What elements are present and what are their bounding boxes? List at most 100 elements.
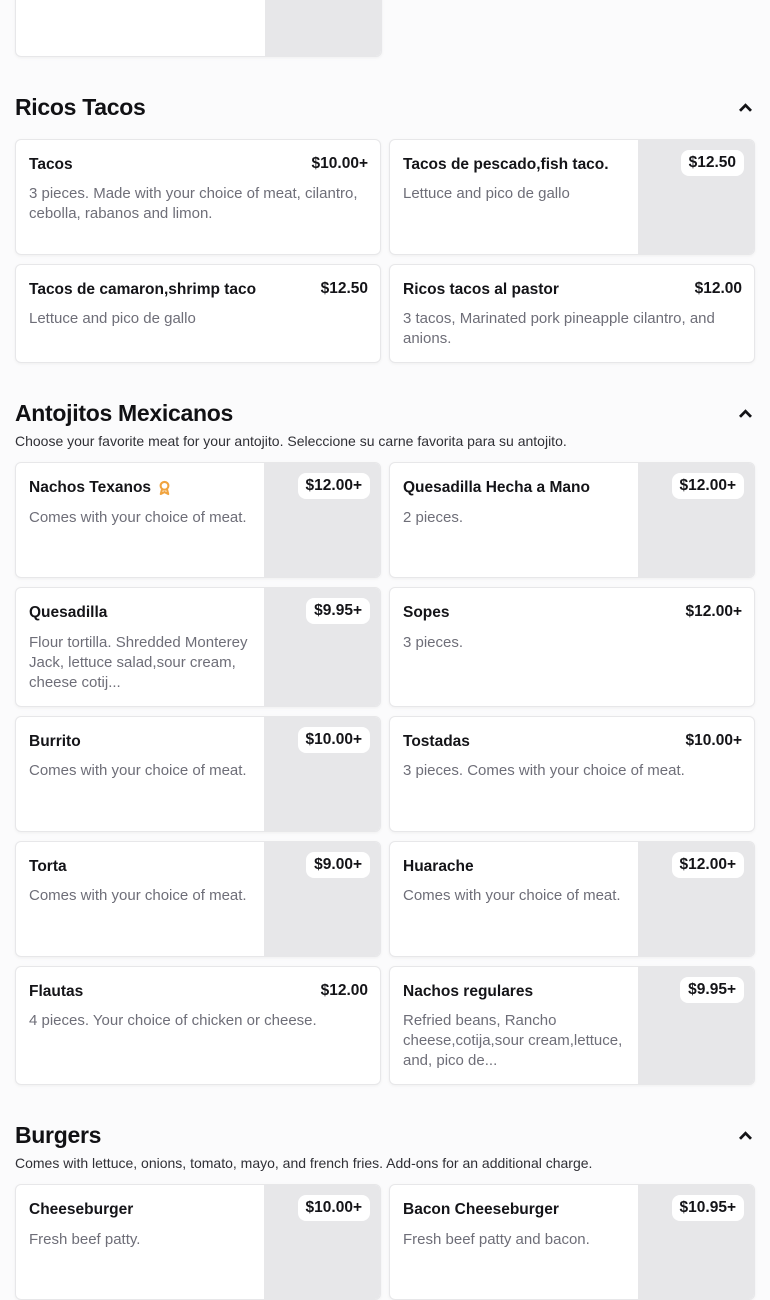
menu-item-card[interactable]: Nachos regulares Refried beans, Rancho c… bbox=[389, 965, 755, 1086]
item-name: Quesadilla Hecha a Mano bbox=[403, 479, 590, 497]
item-image-placeholder bbox=[265, 0, 381, 56]
item-price: $10.00+ bbox=[297, 1195, 370, 1222]
item-price: $12.00+ bbox=[297, 473, 370, 500]
popular-badge-icon bbox=[157, 480, 172, 496]
item-description: 4 pieces. Your choice of chicken or chee… bbox=[29, 1012, 317, 1030]
item-name: Tacos bbox=[29, 156, 73, 173]
menu-section: Burgers Comes with lettuce, onions, toma… bbox=[15, 1122, 755, 1300]
menu-item-card[interactable]: Quesadilla Hecha a Mano 2 pieces. $12.00… bbox=[389, 462, 755, 579]
item-name: Nachos regulares bbox=[403, 982, 534, 1000]
partial-menu-item-card[interactable] bbox=[15, 0, 382, 57]
item-description: Refried beans, Rancho cheese,cotija,sour… bbox=[403, 1012, 623, 1070]
menu-item-body: Tacos $10.00+ 3 pieces. Made with your c… bbox=[16, 140, 380, 237]
item-description: Lettuce and pico de gallo bbox=[403, 185, 570, 203]
menu-item-body: Tacos de camaron,shrimp taco $12.50 Lett… bbox=[16, 265, 380, 342]
item-description: Comes with your choice of meat. bbox=[403, 887, 621, 905]
menu-item-card[interactable]: Sopes $12.00+ 3 pieces. bbox=[389, 587, 755, 707]
chevron-up-icon bbox=[738, 407, 753, 422]
item-name: Tacos de camaron,shrimp taco bbox=[29, 281, 257, 298]
item-description: 3 pieces. bbox=[403, 633, 464, 651]
section-collapse-button[interactable] bbox=[736, 99, 755, 117]
item-name: Tostadas bbox=[403, 732, 470, 750]
menu-item-card[interactable]: Ricos tacos al pastor $12.00 3 tacos, Ma… bbox=[389, 264, 755, 364]
menu-item-body: Quesadilla Flour tortilla. Shredded Mont… bbox=[16, 588, 380, 705]
menu-item-card[interactable]: Burrito Comes with your choice of meat. … bbox=[15, 715, 381, 832]
section-title: Burgers bbox=[15, 1122, 102, 1149]
section-title: Antojitos Mexicanos bbox=[15, 400, 233, 427]
menu-item-body: Nachos regulares Refried beans, Rancho c… bbox=[390, 967, 754, 1084]
menu-item-body: Torta Comes with your choice of meat. bbox=[16, 842, 380, 919]
item-price: $10.00+ bbox=[297, 726, 370, 753]
item-description: Lettuce and pico de gallo bbox=[29, 310, 196, 328]
item-price: $12.00 bbox=[694, 280, 742, 297]
section-header: Ricos Tacos bbox=[15, 94, 755, 121]
menu-section: Ricos Tacos Tacos $10.00+ 3 pieces. Made… bbox=[15, 94, 755, 364]
item-description: Comes with your choice of meat. bbox=[29, 762, 247, 780]
menu-item-card[interactable]: Huarache Comes with your choice of meat.… bbox=[389, 840, 755, 957]
menu-item-card[interactable]: Torta Comes with your choice of meat. $9… bbox=[15, 840, 381, 957]
section-subtitle: Choose your favorite meat for your antoj… bbox=[15, 433, 567, 450]
item-name: Quesadilla bbox=[29, 604, 108, 622]
section-header: Antojitos Mexicanos bbox=[15, 400, 755, 427]
item-name: Cheeseburger bbox=[29, 1201, 134, 1219]
menu-item-card[interactable]: Tacos $10.00+ 3 pieces. Made with your c… bbox=[15, 139, 381, 255]
section-collapse-button[interactable] bbox=[736, 1127, 755, 1145]
menu-item-card[interactable]: Tacos de camaron,shrimp taco $12.50 Lett… bbox=[15, 264, 381, 364]
menu-item-body: Flautas $12.00 4 pieces. Your choice of … bbox=[16, 967, 380, 1044]
item-description: Fresh beef patty and bacon. bbox=[403, 1230, 590, 1248]
menu-item-body: Huarache Comes with your choice of meat. bbox=[390, 842, 754, 919]
menu-item-body: Burrito Comes with your choice of meat. bbox=[16, 717, 380, 794]
chevron-up-icon bbox=[738, 1129, 753, 1144]
section-title: Ricos Tacos bbox=[15, 94, 146, 120]
menu-item-card[interactable]: Cheeseburger Fresh beef patty. $10.00+ bbox=[15, 1184, 381, 1300]
item-description: 3 pieces. Made with your choice of meat,… bbox=[29, 185, 358, 223]
menu-item-body: Quesadilla Hecha a Mano 2 pieces. bbox=[390, 463, 754, 540]
item-name: Torta bbox=[29, 857, 67, 875]
item-description: 3 pieces. Comes with your choice of meat… bbox=[403, 762, 685, 780]
item-price: $10.00+ bbox=[311, 155, 368, 172]
item-price: $10.95+ bbox=[671, 1195, 744, 1222]
menu-item-card[interactable]: Tacos de pescado,fish taco. Lettuce and … bbox=[389, 139, 755, 255]
section-items-grid: Cheeseburger Fresh beef patty. $10.00+ B… bbox=[15, 1184, 755, 1300]
item-price: $12.00+ bbox=[671, 473, 744, 500]
item-description: Comes with your choice of meat. bbox=[29, 508, 247, 526]
item-name: Tacos de pescado,fish taco. bbox=[403, 156, 609, 173]
item-price: $12.50 bbox=[680, 150, 744, 176]
section-header: Burgers bbox=[15, 1122, 755, 1149]
item-description: 2 pieces. bbox=[403, 508, 464, 526]
menu-item-card[interactable]: Nachos Texanos Comes with your choice of… bbox=[15, 462, 381, 579]
menu-item-body: Tostadas $10.00+ 3 pieces. Comes with yo… bbox=[390, 717, 754, 794]
item-name: Bacon Cheeseburger bbox=[403, 1201, 559, 1219]
item-name: Burrito bbox=[29, 732, 81, 750]
item-name: Sopes bbox=[403, 604, 450, 622]
item-price: $12.50 bbox=[320, 280, 368, 297]
item-price: $12.00+ bbox=[685, 603, 742, 621]
menu-item-card[interactable]: Flautas $12.00 4 pieces. Your choice of … bbox=[15, 965, 381, 1086]
chevron-up-icon bbox=[738, 101, 753, 116]
item-price: $12.00 bbox=[320, 981, 368, 999]
item-price: $10.00+ bbox=[685, 731, 742, 749]
item-price: $12.00+ bbox=[671, 851, 744, 878]
menu-item-body: Sopes $12.00+ 3 pieces. bbox=[390, 588, 754, 665]
item-price: $9.00+ bbox=[306, 851, 370, 878]
item-description: Comes with your choice of meat. bbox=[29, 887, 247, 905]
item-name: Flautas bbox=[29, 982, 84, 1000]
menu-item-card[interactable]: Quesadilla Flour tortilla. Shredded Mont… bbox=[15, 587, 381, 707]
item-name: Nachos Texanos bbox=[29, 478, 172, 497]
item-description: 3 tacos, Marinated pork pineapple cilant… bbox=[403, 310, 715, 348]
menu-item-card[interactable]: Tostadas $10.00+ 3 pieces. Comes with yo… bbox=[389, 715, 755, 832]
item-name: Ricos tacos al pastor bbox=[403, 281, 559, 298]
menu-item-card[interactable]: Bacon Cheeseburger Fresh beef patty and … bbox=[389, 1184, 755, 1300]
item-name: Huarache bbox=[403, 857, 474, 875]
menu-item-body: Nachos Texanos Comes with your choice of… bbox=[16, 463, 380, 540]
section-items-grid: Nachos Texanos Comes with your choice of… bbox=[15, 462, 755, 1086]
menu-item-body: Tacos de pescado,fish taco. Lettuce and … bbox=[390, 140, 754, 217]
item-price: $9.95+ bbox=[680, 976, 744, 1003]
item-price: $9.95+ bbox=[306, 598, 370, 625]
section-collapse-button[interactable] bbox=[736, 405, 755, 423]
section-subtitle: Comes with lettuce, onions, tomato, mayo… bbox=[15, 1155, 593, 1172]
section-items-grid: Tacos $10.00+ 3 pieces. Made with your c… bbox=[15, 139, 755, 364]
menu-sections: Ricos Tacos Tacos $10.00+ 3 pieces. Made… bbox=[15, 94, 755, 1300]
item-description: Fresh beef patty. bbox=[29, 1230, 141, 1248]
